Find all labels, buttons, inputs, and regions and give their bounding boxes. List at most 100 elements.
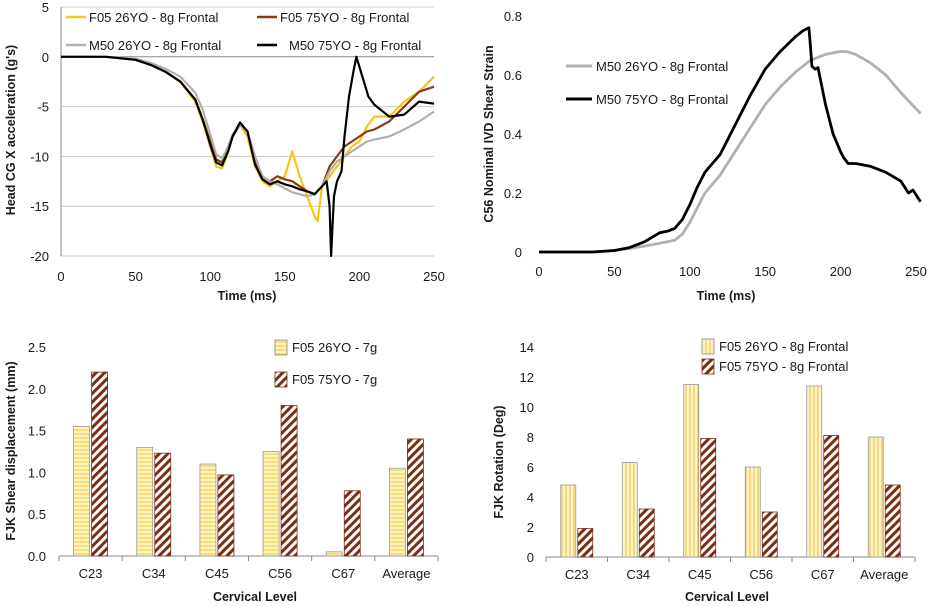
legend-label: M50 75YO - 8g Frontal xyxy=(289,38,421,53)
legend: M50 26YO - 8g Frontal M50 75YO - 8g Fron… xyxy=(566,59,728,107)
y-tick-label: 4 xyxy=(527,490,534,505)
y-tick-label: 0 xyxy=(515,245,522,260)
legend-label: M50 26YO - 8g Frontal xyxy=(596,59,728,74)
series-line xyxy=(539,26,922,254)
x-axis-title: Cervical Level xyxy=(213,590,297,604)
x-tick-label: C34 xyxy=(626,567,650,582)
legend-label: F05 75YO - 8g Frontal xyxy=(719,359,848,374)
bar xyxy=(744,466,761,558)
fjk-shear-displacement-chart: 2.5 2.0 1.5 1.0 0.5 0.0 C23 C34 C45 C56 C67 Average… xyxy=(4,339,439,604)
y-axis-title: C56 Nominal IVD Shear Strain xyxy=(482,45,496,222)
bar xyxy=(325,551,343,557)
bar xyxy=(867,436,884,558)
y-tick-label: -15 xyxy=(30,199,49,214)
ivd-shear-strain-chart: 0.8 0.6 0.4 0.2 00 50 100 150 200 250 Time (ms) C… xyxy=(482,9,927,303)
y-tick-label: 0.4 xyxy=(504,127,522,142)
x-tick-label: 50 xyxy=(128,269,142,284)
y-tick-label: 5 xyxy=(42,0,49,15)
legend-swatch xyxy=(274,339,288,356)
chart-tick-labels: 0.8 0.6 0.4 0.2 00 50 100 150 200 250 xyxy=(504,9,927,279)
chart-bars xyxy=(560,384,901,558)
x-tick-label: C45 xyxy=(688,567,712,582)
y-axis-title: Head CG X acceleration (g's) xyxy=(4,45,18,215)
bar xyxy=(91,371,108,557)
x-tick-label: 100 xyxy=(679,264,701,279)
bar xyxy=(136,446,154,557)
bar xyxy=(154,452,172,557)
legend-swatch xyxy=(701,338,715,355)
y-tick-label: -10 xyxy=(30,149,49,164)
y-tick-label: 0 xyxy=(527,550,534,565)
chart-gridlines xyxy=(61,6,434,257)
series-line xyxy=(61,55,435,258)
bar xyxy=(560,484,577,558)
chart-bars xyxy=(73,371,424,557)
bar xyxy=(823,435,840,558)
y-tick-label: 12 xyxy=(520,370,534,385)
legend-label: F05 26YO - 7g xyxy=(292,340,377,355)
x-tick-label: 250 xyxy=(905,264,927,279)
y-axis-title: FJK Shear displacement (mm) xyxy=(4,361,18,540)
x-tick-label: 200 xyxy=(349,269,371,284)
x-tick-label: C45 xyxy=(205,566,229,581)
x-tick-label: 0 xyxy=(535,264,542,279)
legend-label: F05 26YO - 8g Frontal xyxy=(719,339,848,354)
head-acceleration-chart: 50-5-10-15-200 50 100 150 200 250 Time (ms) H… xyxy=(4,0,445,303)
legend-label: M50 75YO - 8g Frontal xyxy=(596,92,728,107)
bar xyxy=(343,490,361,557)
y-tick-label: 2.0 xyxy=(28,382,46,397)
x-axis-title: Cervical Level xyxy=(685,590,769,604)
y-tick-label: 10 xyxy=(520,400,534,415)
bar xyxy=(217,474,235,557)
bar xyxy=(806,385,823,558)
fjk-rotation-chart: 14 12 10 8 6 4 2 0 C23 C34 C45 C56 C67 Average Cervic… xyxy=(492,338,916,604)
x-tick-label: C56 xyxy=(268,566,292,581)
x-tick-label: C67 xyxy=(811,567,835,582)
bar xyxy=(577,528,594,558)
x-tick-label: 100 xyxy=(199,269,221,284)
bar xyxy=(280,405,298,557)
y-tick-label: 8 xyxy=(527,430,534,445)
x-axis-title: Time (ms) xyxy=(697,289,756,303)
legend-label: F05 75YO - 7g xyxy=(292,372,377,387)
x-tick-label: C67 xyxy=(331,566,355,581)
chart-tick-labels: 2.5 2.0 1.5 1.0 0.5 0.0 C23 C34 C45 C56 C67 Average xyxy=(28,340,431,581)
y-tick-label: 0.0 xyxy=(28,549,46,564)
x-tick-label: 200 xyxy=(830,264,852,279)
legend: F05 26YO - 8g Frontal F05 75YO - 8g Fron… xyxy=(701,338,848,375)
bar xyxy=(761,511,778,558)
y-tick-label: 1.0 xyxy=(28,465,46,480)
x-tick-label: 250 xyxy=(423,269,445,284)
legend: F05 26YO - 7g F05 75YO - 7g xyxy=(274,339,377,388)
x-axis-title: Time (ms) xyxy=(218,289,277,303)
bar xyxy=(621,462,638,558)
y-tick-label: 14 xyxy=(520,340,534,355)
bar xyxy=(700,438,717,558)
bar xyxy=(683,384,700,558)
bar xyxy=(407,438,424,557)
legend-swatch xyxy=(274,371,288,388)
bar xyxy=(638,508,655,558)
bar xyxy=(884,484,901,558)
chart-series xyxy=(61,55,435,258)
chart-tick-labels: 14 12 10 8 6 4 2 0 C23 C34 C45 C56 C67 Average xyxy=(520,340,909,582)
y-tick-label: -20 xyxy=(30,249,49,264)
bar xyxy=(199,463,217,557)
y-tick-label: 1.5 xyxy=(28,424,46,439)
y-tick-label: 0.2 xyxy=(504,186,522,201)
chart-axes xyxy=(545,556,916,562)
y-tick-label: 6 xyxy=(527,460,534,475)
legend: F05 26YO - 8g Frontal F05 75YO - 8g Fron… xyxy=(66,10,421,53)
bar xyxy=(389,467,406,557)
chart-series xyxy=(539,26,922,254)
legend-swatch xyxy=(701,358,715,375)
y-tick-label: 0.5 xyxy=(28,507,46,522)
bar xyxy=(73,426,90,557)
legend-label: F05 26YO - 8g Frontal xyxy=(89,10,218,25)
chart-tick-labels: 50-5-10-15-200 50 100 150 200 250 xyxy=(30,0,445,284)
y-tick-label: 2.5 xyxy=(28,340,46,355)
x-tick-label: 150 xyxy=(274,269,296,284)
x-tick-label: 0 xyxy=(57,269,64,284)
legend-label: M50 26YO - 8g Frontal xyxy=(89,38,221,53)
legend-label: F05 75YO - 8g Frontal xyxy=(280,10,409,25)
